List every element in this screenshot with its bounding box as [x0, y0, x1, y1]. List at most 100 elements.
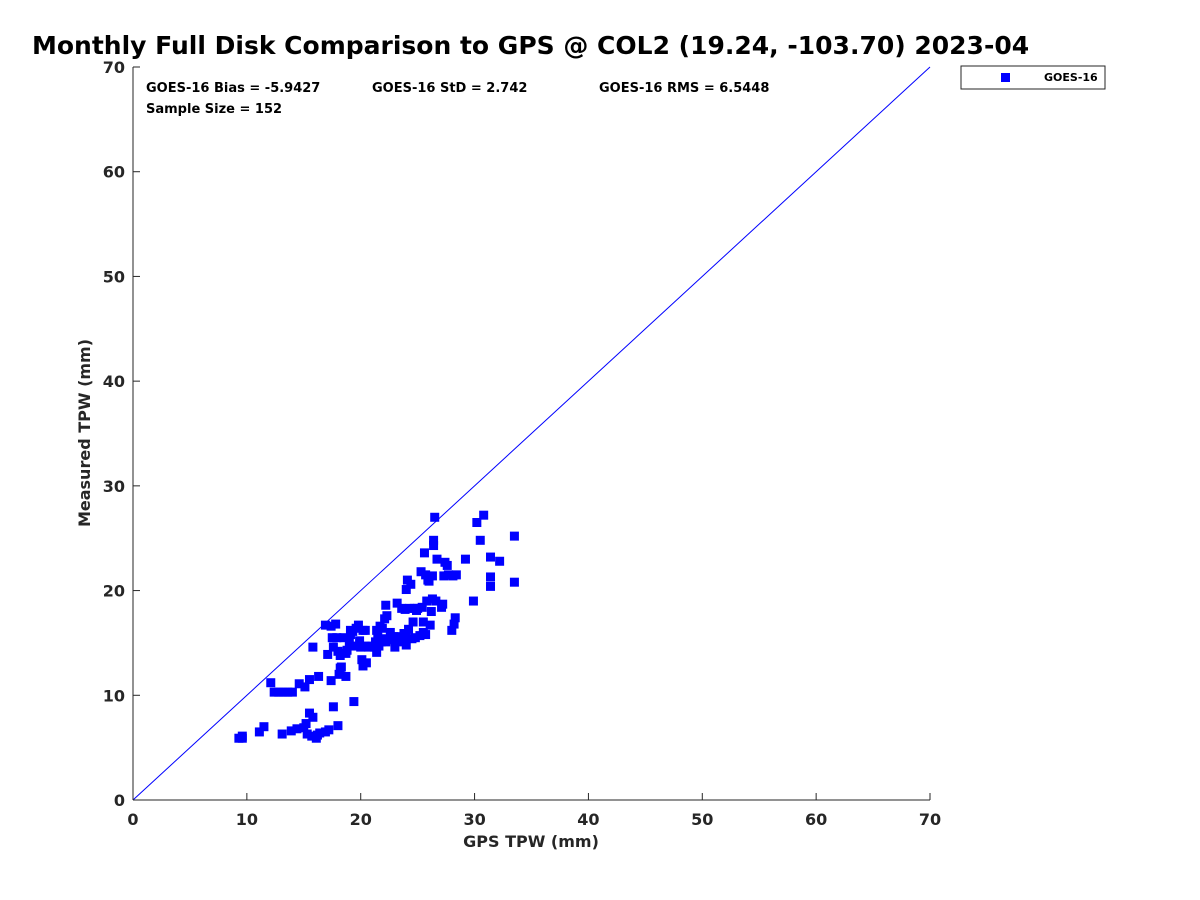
- y-axis-label: Measured TPW (mm): [75, 339, 94, 527]
- data-point: [429, 535, 439, 545]
- data-point: [442, 560, 452, 570]
- data-point: [341, 671, 351, 681]
- data-point: [334, 669, 344, 679]
- data-point: [323, 649, 333, 659]
- data-point: [344, 637, 354, 647]
- data-point: [328, 642, 338, 652]
- data-point: [421, 630, 431, 640]
- data-point: [360, 625, 370, 635]
- data-point: [308, 712, 318, 722]
- data-point: [431, 596, 441, 606]
- data-point: [302, 729, 312, 739]
- plot-area: [132, 67, 930, 801]
- data-point: [328, 702, 338, 712]
- data-point: [443, 570, 453, 580]
- data-point: [283, 687, 293, 697]
- data-point: [426, 607, 436, 617]
- data-point: [486, 572, 496, 582]
- data-point: [421, 570, 431, 580]
- data-point: [361, 658, 371, 668]
- y-tick-label: 0: [114, 791, 125, 810]
- data-point: [416, 567, 426, 577]
- data-point: [292, 724, 302, 734]
- data-point: [301, 719, 311, 729]
- data-point: [326, 621, 336, 631]
- data-point: [429, 541, 439, 551]
- data-point: [307, 731, 317, 741]
- x-tick-label: 0: [127, 810, 138, 829]
- data-point: [401, 640, 411, 650]
- x-tick-label: 60: [805, 810, 827, 829]
- data-point: [408, 617, 418, 627]
- x-tick-label: 50: [691, 810, 713, 829]
- chart-title: Monthly Full Disk Comparison to GPS @ CO…: [32, 31, 1029, 60]
- data-point: [475, 535, 485, 545]
- data-point: [438, 599, 448, 609]
- data-point: [460, 554, 470, 564]
- legend-label: GOES-16: [1044, 71, 1098, 84]
- data-point: [410, 633, 420, 643]
- data-point: [335, 650, 345, 660]
- y-ticks-group: 0 10 20 30 40 50 60 70: [103, 58, 140, 810]
- data-point: [269, 687, 279, 697]
- data-point: [418, 617, 428, 627]
- stat-std: GOES-16 StD = 2.742: [372, 81, 527, 96]
- data-point: [320, 620, 330, 630]
- data-point: [353, 620, 363, 630]
- data-point: [357, 655, 367, 665]
- x-tick-label: 30: [463, 810, 485, 829]
- data-point: [401, 632, 411, 642]
- data-point: [406, 579, 416, 589]
- data-point: [336, 662, 346, 672]
- one-to-one-line: [132, 66, 931, 801]
- data-point: [277, 729, 287, 739]
- x-axis-label: GPS TPW (mm): [463, 832, 599, 851]
- data-point: [382, 611, 392, 621]
- stat-bias: GOES-16 Bias = -5.9427: [146, 81, 320, 96]
- data-point: [405, 603, 415, 613]
- data-point: [304, 675, 314, 685]
- data-point: [274, 687, 284, 697]
- data-point: [369, 642, 379, 652]
- x-tick-label: 70: [919, 810, 941, 829]
- data-point: [430, 512, 440, 522]
- stat-sample-size: Sample Size = 152: [146, 102, 282, 117]
- data-point: [331, 619, 341, 629]
- data-point: [439, 571, 449, 581]
- data-point: [286, 726, 296, 736]
- data-point: [278, 687, 288, 697]
- data-point: [294, 679, 304, 689]
- data-point: [392, 598, 402, 608]
- data-point: [372, 647, 382, 657]
- data-point: [342, 645, 352, 655]
- y-tick-label: 10: [103, 686, 125, 705]
- x-tick-label: 40: [577, 810, 599, 829]
- data-point: [486, 552, 496, 562]
- data-point: [308, 642, 318, 652]
- data-point: [315, 728, 325, 738]
- data-point: [377, 623, 387, 633]
- data-point: [404, 624, 414, 634]
- data-point: [479, 510, 489, 520]
- y-tick-label: 50: [103, 267, 125, 286]
- data-point: [300, 682, 310, 692]
- legend-box: [960, 65, 1106, 90]
- y-tick-label: 70: [103, 58, 125, 77]
- x-ticks-group: 0 10 20 30 40 50 60 70: [127, 793, 941, 829]
- data-point: [389, 632, 399, 642]
- data-points-group: [234, 510, 519, 743]
- data-point: [373, 632, 383, 642]
- x-tick-label: 20: [350, 810, 372, 829]
- data-point: [390, 642, 400, 652]
- data-point: [417, 602, 427, 612]
- data-point: [350, 641, 360, 651]
- data-point: [449, 619, 459, 629]
- data-point: [509, 577, 519, 587]
- data-point: [468, 596, 478, 606]
- x-tick-label: 10: [236, 810, 258, 829]
- data-point: [413, 603, 423, 613]
- data-point: [333, 721, 343, 731]
- data-point: [401, 585, 411, 595]
- y-tick-label: 30: [103, 477, 125, 496]
